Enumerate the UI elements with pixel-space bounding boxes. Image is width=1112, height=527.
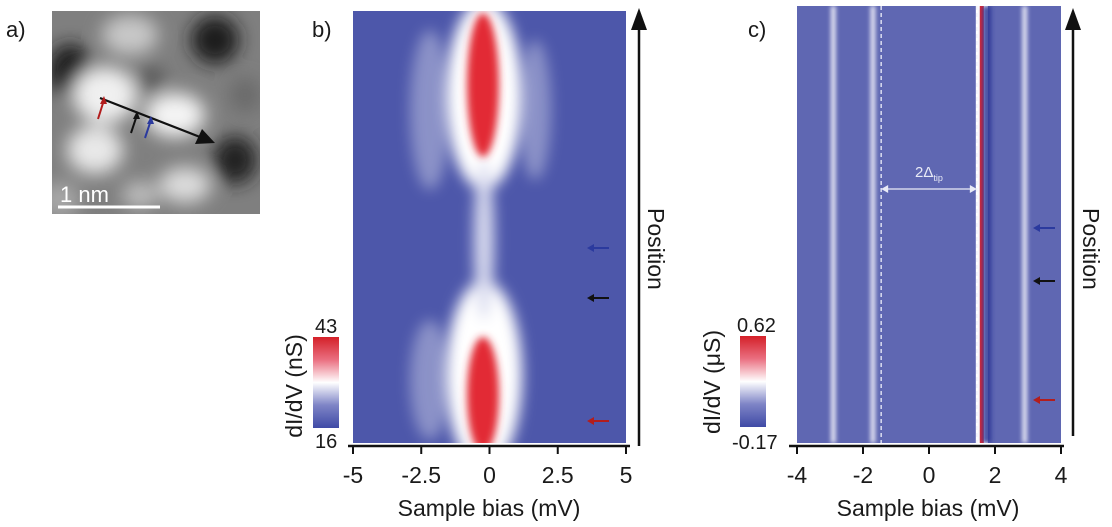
panel-b-markers xyxy=(587,244,609,425)
spectral-line-light xyxy=(870,6,876,443)
position-arrow-b xyxy=(631,8,647,446)
x-tick-label-b: -5 xyxy=(343,462,363,488)
x-tick-label-c: -4 xyxy=(787,462,808,488)
gap-label: 2Δtip xyxy=(915,164,943,183)
scale-bar-label: 1 nm xyxy=(60,182,109,207)
x-axis-b: -5 -2.5 0 2.5 5 xyxy=(343,444,633,488)
x-tick-label-c: -2 xyxy=(853,462,873,488)
colorbar-b xyxy=(313,337,339,428)
x-tick-label-c: 0 xyxy=(923,462,936,488)
x-tick-label-b: -2.5 xyxy=(401,462,441,488)
spectral-line-dark xyxy=(982,6,992,443)
gap-annotation: 2Δtip xyxy=(881,164,977,193)
x-axis-title-c: Sample bias (mV) xyxy=(837,495,1020,521)
x-tick-label-b: 0 xyxy=(483,462,496,488)
heatmap-b xyxy=(353,11,626,443)
colorbar-c-min: -0.17 xyxy=(732,432,778,454)
blue-marker-c xyxy=(1033,224,1055,232)
colorbar-c-max: 0.62 xyxy=(737,315,776,337)
black-marker-b xyxy=(587,294,609,302)
x-axis-title-b: Sample bias (mV) xyxy=(398,495,581,521)
black-marker-c xyxy=(1033,277,1055,285)
position-label-b: Position xyxy=(643,208,669,290)
x-tick-label-b: 2.5 xyxy=(542,462,574,488)
gap-lines xyxy=(880,6,978,443)
line-cut-arrowhead xyxy=(195,129,215,144)
panel-c-markers xyxy=(1033,224,1055,404)
position-arrow-c xyxy=(1065,8,1081,436)
colorbar-b-title: dI/dV (nS) xyxy=(281,334,307,438)
colorbar-b-min: 16 xyxy=(315,431,337,453)
stm-topograph xyxy=(52,11,260,214)
red-marker-c xyxy=(1033,396,1055,404)
heatmap-c xyxy=(797,6,1061,443)
red-marker-b xyxy=(587,417,609,425)
colorbar-b-max: 43 xyxy=(315,316,337,338)
position-label-c: Position xyxy=(1078,208,1104,290)
spectral-line-light xyxy=(830,6,836,443)
x-axis-c: -4 -2 0 2 4 xyxy=(787,444,1068,488)
line-cut-arrow xyxy=(99,96,201,139)
x-tick-label-b: 5 xyxy=(620,462,633,488)
panel-c-label: c) xyxy=(748,17,766,42)
x-tick-label-c: 4 xyxy=(1055,462,1068,488)
colorbar-c-title: dI/dV (μS) xyxy=(699,330,725,434)
colorbar-c xyxy=(740,336,766,427)
panel-b-label: b) xyxy=(312,17,332,42)
gap-arrow-left xyxy=(881,185,889,193)
spectral-line-light xyxy=(1022,6,1028,443)
x-tick-label-c: 2 xyxy=(989,462,1002,488)
panel-a-markers xyxy=(97,96,154,139)
blue-marker-b xyxy=(587,244,609,252)
panel-a-label: a) xyxy=(6,17,26,42)
gap-arrow-right xyxy=(969,185,977,193)
spectral-line-red xyxy=(979,6,984,443)
